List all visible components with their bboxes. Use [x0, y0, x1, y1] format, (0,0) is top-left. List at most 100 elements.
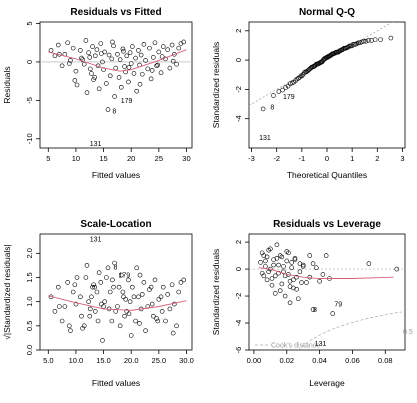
data-point — [117, 285, 121, 289]
plot-frame — [40, 234, 192, 350]
data-point — [295, 287, 299, 291]
data-point — [79, 314, 83, 318]
y-axis-label: √|Standardized residuals| — [2, 244, 12, 340]
x-axis-label: Fitted values — [92, 170, 140, 180]
data-point — [134, 319, 138, 323]
chart-title: Residuals vs Leverage — [273, 219, 381, 230]
point-label: 8 — [270, 104, 274, 111]
y-tick-label: 2.0 — [25, 248, 34, 258]
plot-frame — [40, 22, 192, 148]
data-point — [318, 279, 322, 283]
data-point — [84, 276, 88, 280]
x-tick-label: -3 — [248, 154, 255, 163]
data-point — [99, 52, 103, 56]
data-point — [56, 43, 60, 47]
data-point — [95, 48, 99, 52]
data-point — [88, 55, 92, 59]
data-point — [60, 319, 64, 323]
y-tick-label: 2 — [234, 240, 243, 244]
data-point — [270, 277, 274, 281]
data-point — [314, 266, 318, 270]
y-tick-label: 0.0 — [25, 345, 34, 355]
data-point — [71, 290, 75, 294]
data-point — [324, 254, 328, 258]
data-point — [138, 82, 142, 86]
data-point — [96, 319, 100, 323]
data-point — [87, 51, 91, 55]
data-point — [288, 285, 292, 289]
data-point — [147, 46, 151, 50]
data-point — [300, 281, 304, 285]
x-tick-label: 30.0 — [179, 356, 194, 365]
data-point — [108, 290, 112, 294]
y-tick-label: -6 — [234, 347, 243, 354]
data-point — [89, 71, 93, 75]
y-axis-label: Standardized residuals — [211, 249, 221, 335]
y-tick-label: 0.5 — [25, 321, 34, 331]
data-point — [140, 292, 144, 296]
x-tick-label: 25.0 — [152, 356, 167, 365]
data-point — [311, 262, 315, 266]
data-point — [144, 329, 148, 333]
data-point — [110, 319, 114, 323]
data-point — [121, 295, 125, 299]
data-point — [53, 309, 57, 313]
data-point — [121, 290, 125, 294]
data-point — [166, 48, 170, 52]
data-point — [95, 290, 99, 294]
data-point — [168, 307, 172, 311]
y-tick-label: -2 — [234, 293, 243, 300]
data-point — [271, 94, 275, 98]
data-point — [127, 312, 131, 316]
data-point — [123, 65, 127, 69]
data-point — [389, 36, 393, 40]
data-point — [112, 44, 116, 48]
data-point — [136, 295, 140, 299]
data-point — [277, 263, 281, 267]
data-point — [107, 53, 111, 57]
data-point — [99, 302, 103, 306]
data-point — [136, 48, 140, 52]
data-point — [258, 260, 262, 264]
data-point — [106, 266, 110, 270]
data-point — [118, 324, 122, 328]
data-point — [130, 45, 134, 49]
data-point — [119, 85, 123, 89]
x-tick-label: 10 — [72, 154, 80, 163]
y-tick-label: 0 — [234, 267, 243, 271]
data-point — [75, 83, 79, 87]
data-point — [73, 283, 77, 287]
data-point — [261, 107, 265, 111]
data-point — [93, 54, 97, 58]
point-label: 131 — [315, 341, 327, 348]
x-tick-label: 20.0 — [124, 356, 139, 365]
data-point — [110, 57, 114, 61]
data-point — [367, 262, 371, 266]
data-point — [110, 40, 114, 44]
point-label: 179 — [118, 273, 130, 280]
data-point — [66, 280, 70, 284]
data-point — [85, 91, 89, 95]
x-tick-label: 5 — [46, 154, 50, 163]
legend-label: Cook's distance — [271, 343, 320, 350]
data-point — [177, 290, 181, 294]
point-label: 179 — [121, 98, 133, 105]
y-tick-label: 0 — [25, 60, 34, 64]
data-point — [373, 38, 377, 42]
data-point — [379, 38, 383, 42]
data-point — [140, 72, 144, 76]
x-tick-label: 3 — [400, 154, 404, 163]
x-tick-label: 0.04 — [312, 356, 327, 365]
data-point — [99, 280, 103, 284]
data-point — [92, 283, 96, 287]
data-point — [308, 254, 312, 258]
data-point — [146, 67, 150, 71]
data-point — [321, 272, 325, 276]
data-point — [124, 297, 128, 301]
x-axis-label: Theoretical Quantiles — [287, 170, 367, 180]
data-point — [161, 285, 165, 289]
data-point — [291, 278, 295, 282]
data-point — [78, 295, 82, 299]
y-tick-label: -2 — [234, 86, 243, 93]
